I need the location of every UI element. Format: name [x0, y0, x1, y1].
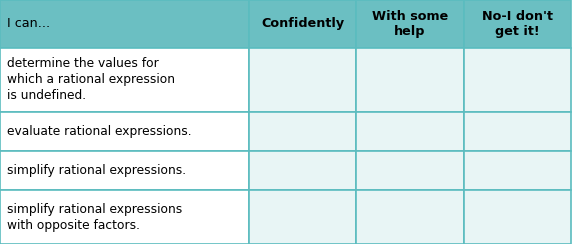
Bar	[0, 151, 249, 190]
Bar	[356, 190, 464, 244]
Bar	[464, 190, 571, 244]
Text: With some
help: With some help	[372, 10, 448, 38]
Text: determine the values for
which a rational expression
is undefined.: determine the values for which a rationa…	[7, 57, 175, 102]
Bar	[0, 48, 249, 112]
Bar	[464, 151, 571, 190]
Bar	[0, 112, 249, 151]
Bar	[0, 190, 249, 244]
Bar	[356, 48, 464, 112]
Text: evaluate rational expressions.: evaluate rational expressions.	[7, 125, 192, 138]
Bar	[464, 112, 571, 151]
Text: I can...: I can...	[7, 17, 50, 30]
Bar	[249, 190, 356, 244]
Bar	[464, 48, 571, 112]
Text: Confidently: Confidently	[261, 17, 344, 30]
Bar	[0, 0, 249, 48]
Bar	[356, 151, 464, 190]
Bar	[249, 0, 356, 48]
Text: simplify rational expressions
with opposite factors.: simplify rational expressions with oppos…	[7, 203, 182, 232]
Text: No-I don't
get it!: No-I don't get it!	[482, 10, 553, 38]
Bar	[249, 48, 356, 112]
Bar	[356, 0, 464, 48]
Text: simplify rational expressions.: simplify rational expressions.	[7, 164, 186, 177]
Bar	[249, 151, 356, 190]
Bar	[356, 112, 464, 151]
Bar	[249, 112, 356, 151]
Bar	[464, 0, 571, 48]
